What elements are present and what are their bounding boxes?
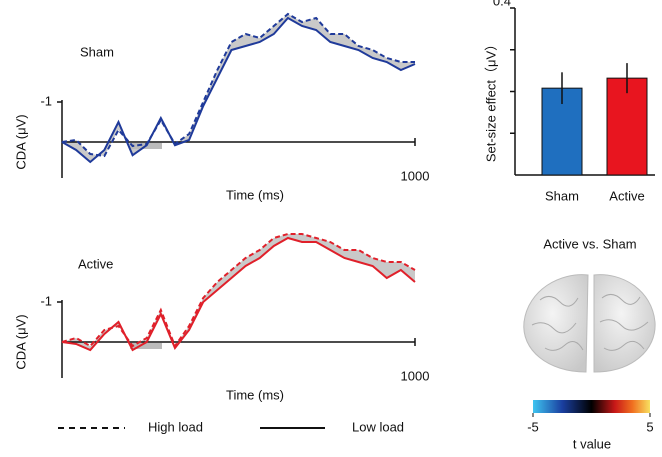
waveform xyxy=(61,236,416,352)
y-axis-label: Set-size effect（μV） xyxy=(483,38,498,162)
waveform xyxy=(61,16,416,164)
y-tick-label: -1 xyxy=(40,93,52,108)
y-tick-label: 0.4 xyxy=(493,0,511,8)
colorbar xyxy=(533,400,650,413)
panel-title: Sham xyxy=(80,44,114,59)
bar xyxy=(606,77,648,176)
colorbar-label: t value xyxy=(573,436,611,451)
difference-shading xyxy=(62,14,415,162)
map-title: Active vs. Sham xyxy=(543,236,636,251)
y-axis-label: CDA (μV) xyxy=(13,314,28,369)
x-tick-label: 1000 xyxy=(401,368,430,383)
x-axis-label: Time (ms) xyxy=(226,187,284,202)
legend-label: High load xyxy=(148,419,203,434)
x-tick-label: 1000 xyxy=(401,168,430,183)
brain-image xyxy=(523,274,656,373)
y-tick-label: -1 xyxy=(40,293,52,308)
y-axis-label: CDA (μV) xyxy=(13,114,28,169)
colorbar-tick-label: 5 xyxy=(646,419,653,434)
colorbar-tick-label: -5 xyxy=(527,419,539,434)
waveform xyxy=(61,12,415,158)
significance-bar xyxy=(130,343,162,349)
panel-title: Active xyxy=(78,256,113,271)
x-axis-label: Time (ms) xyxy=(226,387,284,402)
waveform xyxy=(61,233,416,349)
x-tick-label: Active xyxy=(609,188,644,203)
legend-label: Low load xyxy=(352,419,404,434)
x-tick-label: Sham xyxy=(545,188,579,203)
